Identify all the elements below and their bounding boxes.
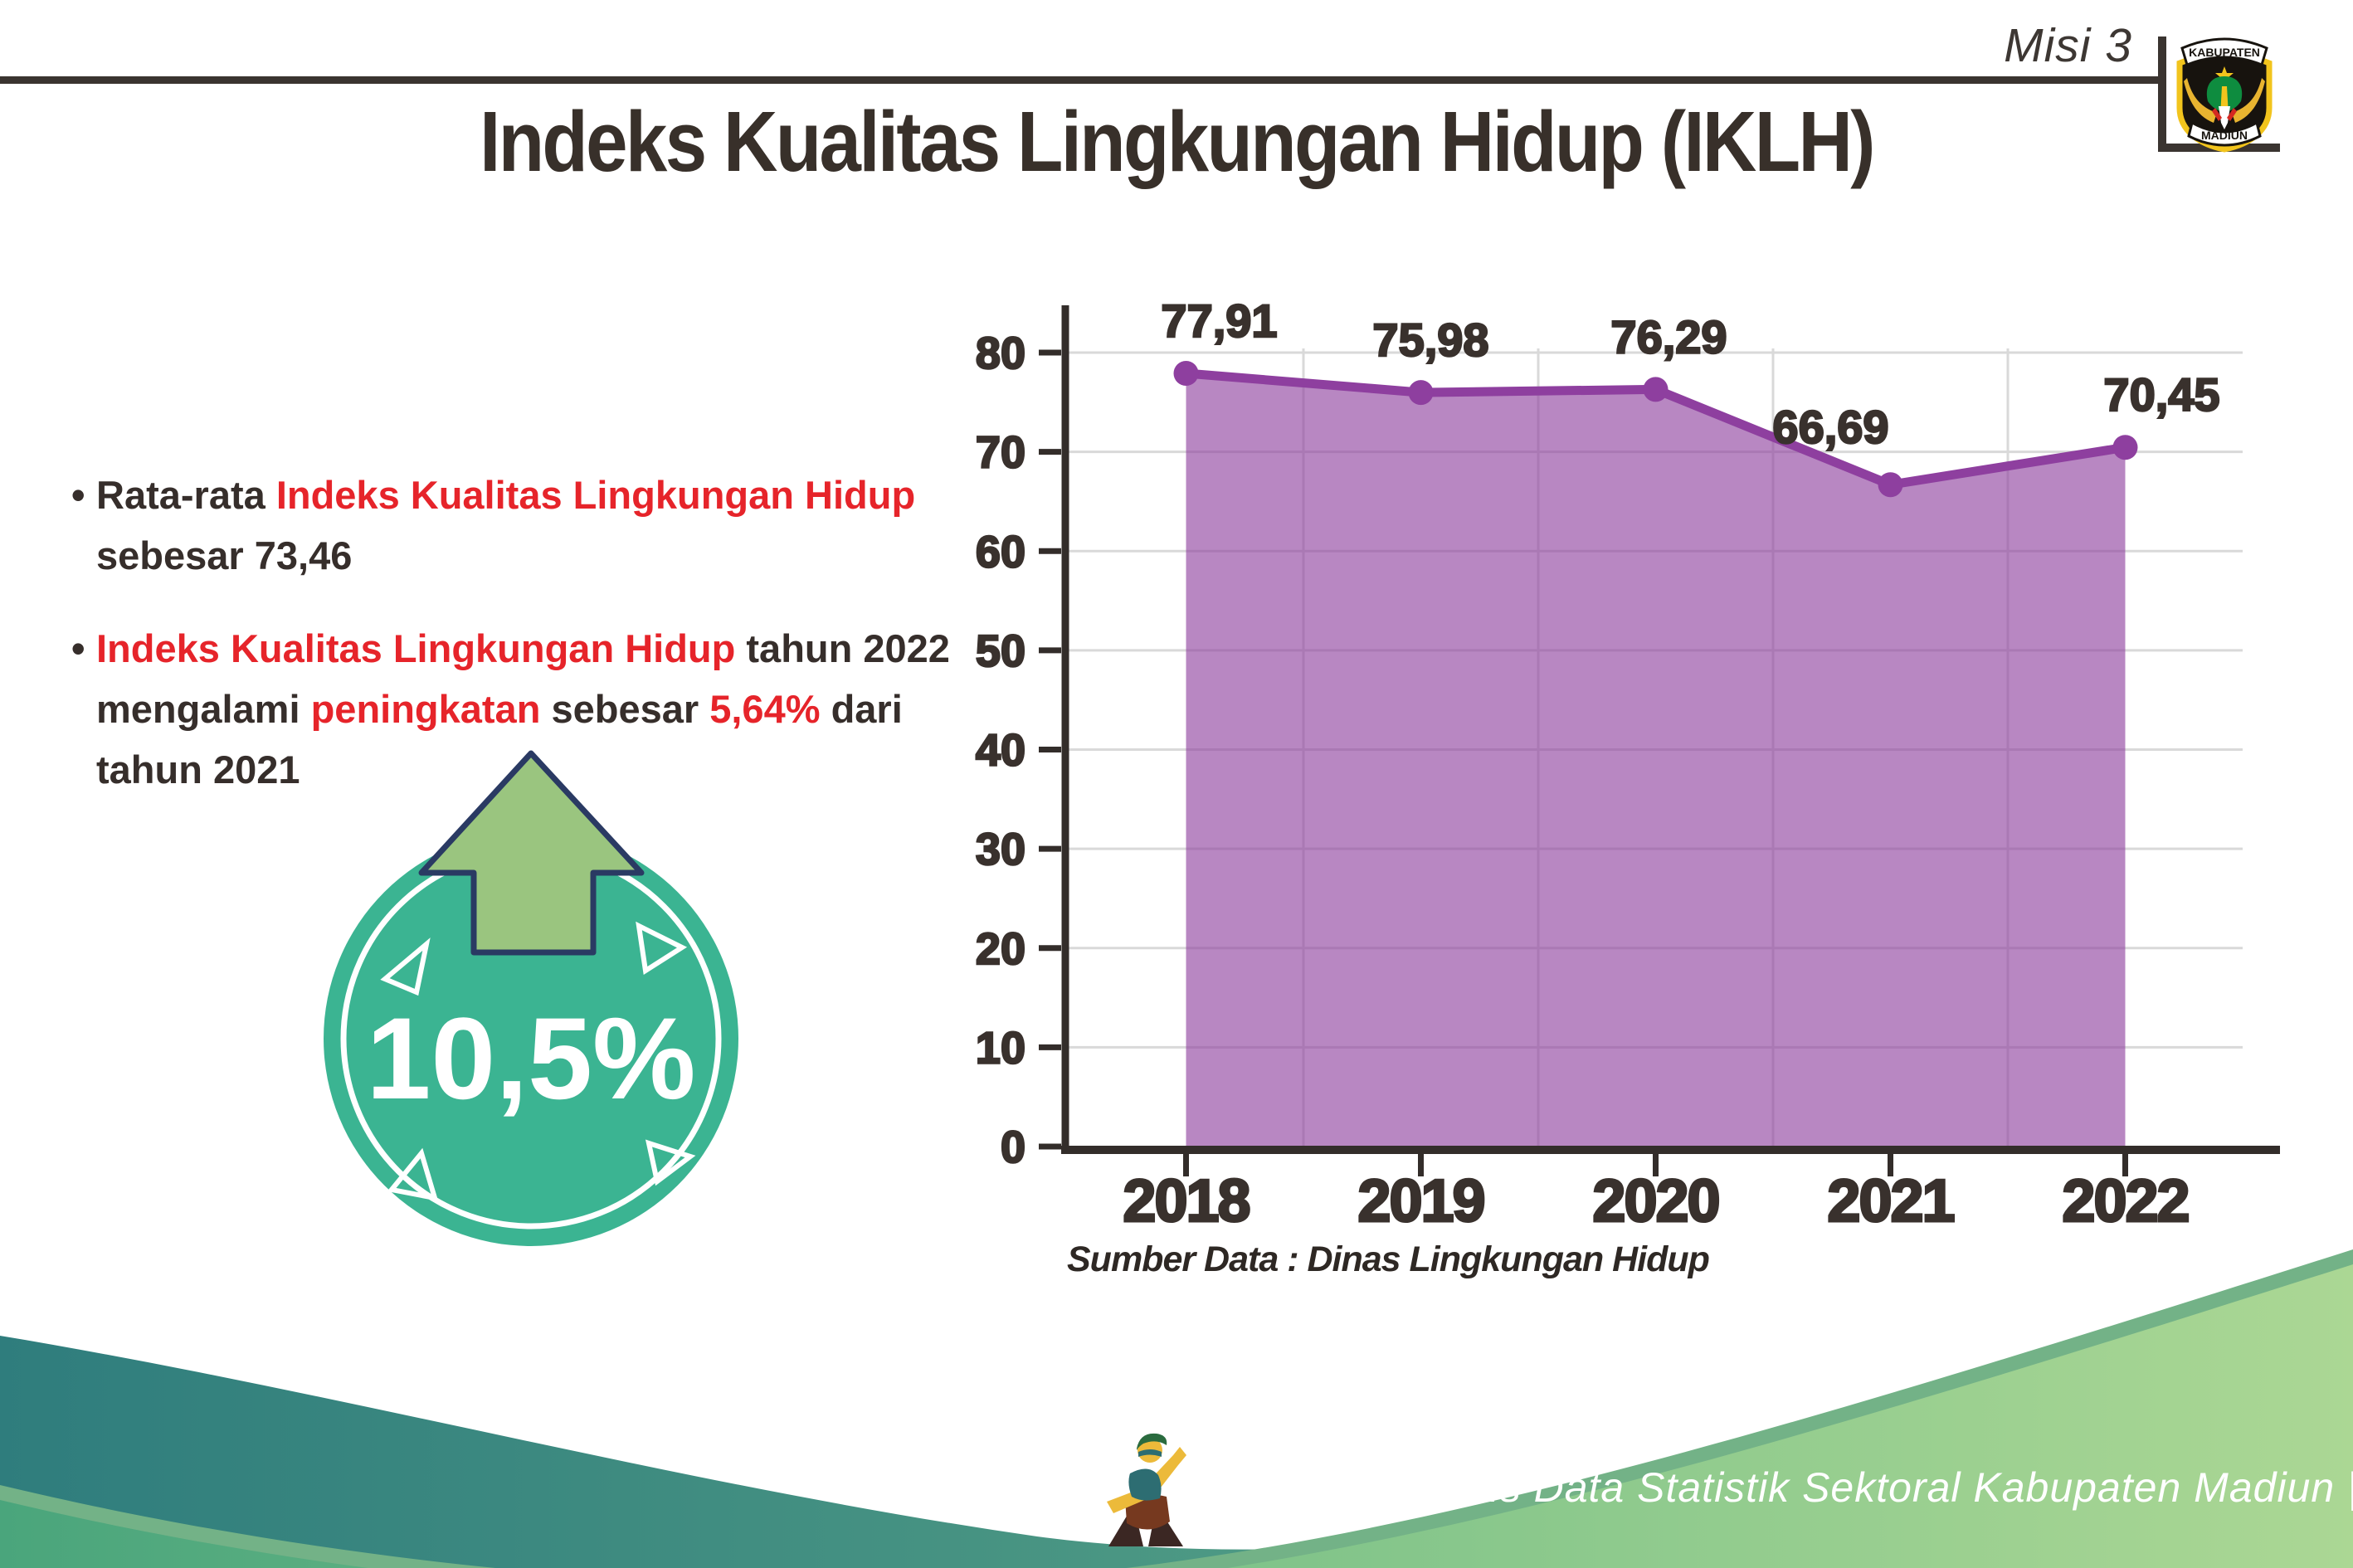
bullet-item: • Indeks Kualitas Lingkungan Hidup tahun … (71, 618, 1005, 801)
misi-label: Misi 3 (2004, 19, 2132, 72)
data-value-label: 66,69 (1772, 401, 1888, 453)
y-tick-label: 20 (976, 924, 1025, 974)
logo-left-wing-icon (2184, 78, 2217, 123)
bullet-text-segment: peningkatan (310, 686, 541, 731)
y-tick-label: 40 (976, 726, 1025, 776)
bullet-item: • Rata-rata Indeks Kualitas Lingkungan Hi… (71, 465, 1005, 587)
bullet-text-segment: Indeks Kualitas Lingkungan Hidup (275, 473, 916, 517)
bullet-text-segment: sebesar (540, 686, 710, 731)
badge-spark-sw-icon (387, 1147, 439, 1201)
badge-circle (324, 831, 738, 1246)
data-value-label: 75,98 (1372, 314, 1488, 366)
data-point (1643, 377, 1669, 402)
y-tick-label: 30 (976, 825, 1025, 874)
x-axis-labels: 2018 2019 2020 2021 2022 (1122, 1167, 2191, 1236)
bullet-text-segment: Indeks Kualitas Lingkungan Hidup (96, 626, 736, 670)
bullet-text-segment: sebesar 73,46 (96, 533, 353, 578)
x-tick-label: 2019 (1357, 1168, 1483, 1234)
arrow-up-icon (418, 750, 645, 956)
logo-bracket-vertical (2158, 37, 2166, 152)
y-tick-label: 70 (976, 428, 1025, 478)
logo-top-banner (2180, 37, 2268, 67)
data-value-label: 77,91 (1161, 295, 1277, 347)
bullet-dot: • (71, 473, 85, 517)
bullet-list: • Rata-rata Indeks Kualitas Lingkungan Hi… (71, 465, 1005, 832)
x-tick-label: 2022 (2062, 1168, 2188, 1234)
bullet-text-segment: tahun 2022 mengalami (96, 626, 950, 731)
dancer-mascot-icon (1098, 1425, 1194, 1548)
y-tick-label: 10 (976, 1023, 1025, 1073)
data-labels: 77,91 75,98 76,29 66,69 70,45 (1160, 294, 2221, 455)
y-axis-labels: 0 10 20 30 40 50 60 70 80 (975, 328, 1027, 1174)
y-tick-label: 80 (976, 329, 1025, 378)
x-tick-label: 2020 (1592, 1168, 1718, 1234)
chart-axes (1039, 305, 2280, 1176)
footer-caption: Media Infografis Data Statistik Sektoral… (1213, 1464, 2353, 1511)
badge-value: 10,5% (367, 993, 696, 1123)
badge-spark-se-icon (645, 1139, 696, 1186)
chart-dots (1173, 361, 2138, 498)
growth-badge: 10,5% (324, 750, 738, 1246)
source-note: Sumber Data : Dinas Lingkungan Hidup (1067, 1239, 1710, 1279)
x-tick-label: 2018 (1123, 1168, 1249, 1234)
badge-spark-ne-icon (636, 921, 688, 976)
bullet-dot: • (71, 626, 85, 670)
data-point (1173, 361, 1199, 387)
data-point (1408, 380, 1434, 406)
y-tick-label: 50 (976, 626, 1025, 676)
logo-bottom-text: MADIUN (2201, 129, 2248, 142)
logo-right-wing-icon (2232, 78, 2265, 123)
bullet-text-segment: 5,64% (709, 686, 821, 731)
bullet-text-segment: dari tahun 2021 (96, 686, 903, 792)
header-rule (0, 76, 2159, 84)
logo-red-right (2227, 108, 2237, 121)
logo-top-text: KABUPATEN (2189, 46, 2260, 59)
logo-keris (2219, 106, 2230, 129)
bullet-text-segment: Rata-rata (96, 473, 276, 517)
data-point (2112, 435, 2138, 460)
data-value-label: 70,45 (2103, 368, 2219, 421)
y-tick-label: 0 (1001, 1122, 1025, 1172)
kabupaten-madiun-logo: KABUPATEN MADIUN (2176, 37, 2273, 153)
x-tick-label: 2021 (1827, 1168, 1954, 1234)
badge-spark-nw-icon (380, 937, 431, 996)
y-tick-label: 60 (976, 527, 1025, 577)
data-value-label: 76,29 (1610, 310, 1727, 363)
iklh-area-chart: 0 10 20 30 40 50 60 70 80 2018 2019 2020 2021 2022 77,… (975, 294, 2280, 1236)
logo-bottom-banner (2187, 120, 2262, 147)
chart-area-fill (1186, 373, 2126, 1147)
logo-red-left (2212, 108, 2222, 121)
page-title: Indeks Kualitas Lingkungan Hidup (IKLH) (480, 94, 1875, 189)
data-point (1878, 472, 1903, 498)
